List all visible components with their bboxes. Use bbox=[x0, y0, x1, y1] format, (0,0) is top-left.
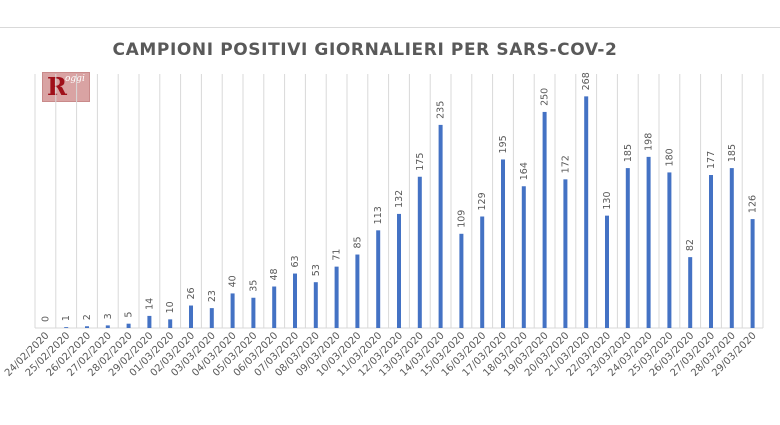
logo-subtext: oggi bbox=[65, 74, 85, 84]
data-label: 35 bbox=[248, 280, 259, 292]
bar bbox=[293, 273, 297, 328]
data-label: 1 bbox=[61, 315, 72, 321]
data-label: 126 bbox=[748, 195, 759, 213]
data-label: 250 bbox=[540, 88, 551, 106]
data-label: 177 bbox=[706, 151, 717, 169]
bar bbox=[189, 305, 193, 328]
bar bbox=[230, 293, 235, 328]
bar bbox=[438, 124, 443, 329]
data-label: 14 bbox=[144, 298, 155, 310]
bar bbox=[313, 282, 318, 328]
bar bbox=[417, 176, 422, 328]
bars bbox=[64, 96, 755, 329]
data-label: 48 bbox=[269, 268, 280, 280]
data-label: 40 bbox=[228, 275, 239, 287]
data-label: 113 bbox=[373, 206, 384, 224]
data-label: 0 bbox=[40, 316, 51, 322]
data-label: 164 bbox=[519, 162, 530, 180]
logo-letter: R bbox=[47, 72, 67, 101]
bar bbox=[521, 186, 526, 328]
bar bbox=[251, 297, 256, 328]
data-label: 175 bbox=[415, 153, 426, 171]
bar bbox=[355, 254, 360, 328]
data-label: 2 bbox=[82, 314, 93, 320]
bar bbox=[64, 327, 69, 328]
bar bbox=[563, 179, 568, 328]
data-label: 129 bbox=[477, 192, 488, 210]
data-label: 3 bbox=[103, 313, 114, 319]
bar bbox=[85, 326, 89, 328]
bar bbox=[605, 215, 609, 328]
bar bbox=[168, 319, 173, 328]
data-label: 85 bbox=[352, 236, 363, 248]
bar bbox=[625, 168, 630, 328]
data-label: 235 bbox=[436, 101, 447, 119]
chart-title: CAMPIONI POSITIVI GIORNALIERI PER SARS-C… bbox=[112, 40, 618, 60]
data-label: 10 bbox=[165, 301, 176, 313]
bar bbox=[501, 159, 505, 328]
bar bbox=[646, 156, 651, 328]
watermark-logo: R oggi bbox=[42, 72, 90, 102]
bar bbox=[376, 230, 381, 328]
data-label: 172 bbox=[560, 155, 571, 173]
data-label: 185 bbox=[727, 144, 738, 162]
data-label: 132 bbox=[394, 190, 405, 208]
bar bbox=[209, 308, 214, 328]
data-label: 109 bbox=[456, 210, 467, 228]
bar bbox=[584, 96, 589, 328]
bar bbox=[542, 111, 547, 328]
bar bbox=[126, 323, 131, 328]
data-label: 195 bbox=[498, 135, 509, 153]
bar bbox=[729, 168, 734, 328]
data-label: 71 bbox=[332, 249, 343, 261]
data-label: 26 bbox=[186, 287, 197, 299]
data-label: 53 bbox=[311, 264, 322, 276]
bar bbox=[688, 257, 693, 328]
data-label: 23 bbox=[207, 290, 218, 302]
bar bbox=[272, 286, 277, 328]
bar bbox=[105, 325, 110, 328]
bar bbox=[709, 175, 713, 328]
x-tick-labels: 24/02/202025/02/202026/02/202027/02/2020… bbox=[3, 330, 759, 379]
data-label: 268 bbox=[581, 72, 592, 90]
bar bbox=[459, 233, 464, 328]
data-label: 5 bbox=[124, 312, 135, 318]
data-label: 180 bbox=[664, 148, 675, 166]
data-label: 185 bbox=[623, 144, 634, 162]
data-label: 63 bbox=[290, 255, 301, 267]
data-label: 130 bbox=[602, 192, 613, 210]
data-label: 82 bbox=[685, 239, 696, 251]
bar bbox=[750, 219, 755, 328]
bar bbox=[667, 172, 672, 328]
bar bbox=[397, 213, 401, 328]
bar bbox=[480, 216, 485, 328]
data-label: 198 bbox=[644, 133, 655, 151]
bar bbox=[334, 266, 339, 328]
bar bbox=[147, 315, 152, 328]
top-divider bbox=[0, 27, 780, 28]
